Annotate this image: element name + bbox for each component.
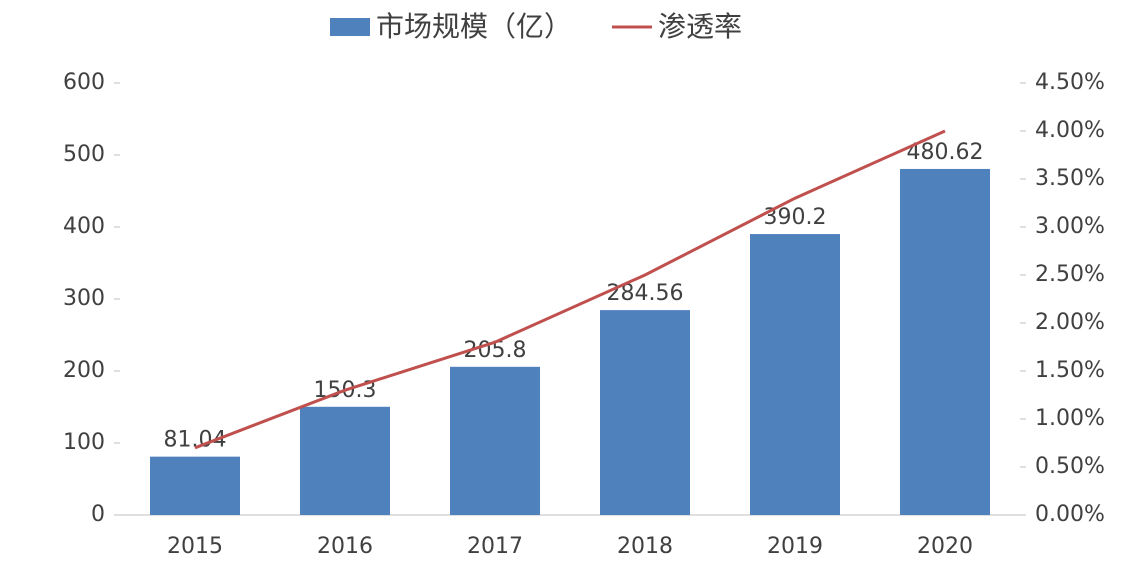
x-tick-label: 2019: [767, 534, 823, 559]
y2-tick-label: 0.50%: [1035, 454, 1105, 479]
y-tick-label: 200: [63, 358, 105, 383]
y-tick-label: 0: [91, 502, 105, 527]
bar: [600, 310, 690, 515]
x-tick-label: 2018: [617, 534, 673, 559]
y-tick-label: 100: [63, 430, 105, 455]
y-tick-label: 300: [63, 286, 105, 311]
bar: [450, 366, 540, 515]
legend-label: 渗透率: [658, 10, 742, 43]
bar: [300, 406, 390, 515]
data-label: 284.56: [607, 281, 684, 306]
y2-tick-label: 2.50%: [1035, 262, 1105, 287]
y2-tick-label: 2.00%: [1035, 310, 1105, 335]
y-tick-label: 500: [63, 142, 105, 167]
y-tick-label: 400: [63, 214, 105, 239]
bar: [750, 234, 840, 515]
y2-tick-label: 3.50%: [1035, 166, 1105, 191]
legend: 市场规模（亿） 渗透率: [330, 10, 742, 43]
y2-tick-label: 1.50%: [1035, 358, 1105, 383]
x-tick-label: 2016: [317, 534, 373, 559]
y2-tick-label: 3.00%: [1035, 214, 1105, 239]
legend-swatch: [330, 18, 370, 36]
y-tick-label: 600: [63, 70, 105, 95]
y2-tick-label: 4.00%: [1035, 118, 1105, 143]
x-tick-label: 2015: [167, 534, 223, 559]
y2-tick-label: 0.00%: [1035, 502, 1105, 527]
legend-label: 市场规模（亿）: [376, 10, 572, 43]
bar: [150, 456, 240, 515]
x-tick-label: 2017: [467, 534, 523, 559]
line: [194, 129, 946, 450]
y2-tick-label: 4.50%: [1035, 70, 1105, 95]
x-tick-label: 2020: [917, 534, 973, 559]
bar: [900, 168, 990, 515]
y2-tick-label: 1.00%: [1035, 406, 1105, 431]
